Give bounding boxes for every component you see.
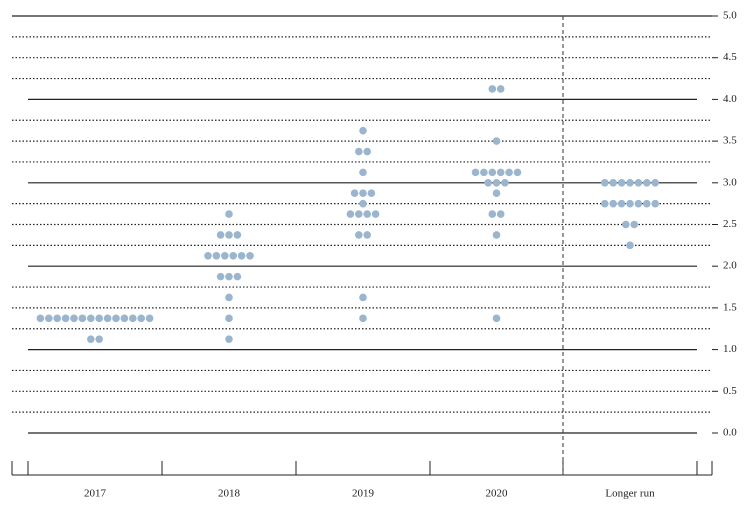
- dot: [492, 189, 501, 198]
- dot: [505, 168, 513, 177]
- dot: [651, 199, 659, 208]
- dot: [120, 314, 129, 323]
- dot: [488, 210, 497, 218]
- dot: [350, 189, 359, 198]
- y-tick-label: 4.5: [723, 51, 737, 63]
- dot: [622, 220, 630, 229]
- dot: [626, 199, 634, 208]
- dot: [233, 272, 242, 281]
- dot: [501, 179, 509, 187]
- dot: [617, 199, 626, 208]
- dot: [488, 168, 497, 177]
- y-tick-label: 0.0: [723, 427, 737, 439]
- x-tick-label: 2020: [486, 488, 509, 500]
- dot: [601, 179, 609, 187]
- dot: [225, 231, 233, 239]
- dot: [359, 293, 367, 302]
- dot: [359, 189, 367, 198]
- x-tick-label: 2019: [352, 488, 375, 500]
- dot: [36, 314, 45, 323]
- dot: [492, 231, 501, 239]
- y-tick-label: 3.0: [723, 176, 737, 188]
- dot: [359, 126, 367, 135]
- dot: [95, 335, 103, 343]
- dot: [634, 199, 643, 208]
- dot: [480, 168, 488, 177]
- dot: [70, 314, 78, 323]
- dot: [355, 147, 363, 156]
- dot: [363, 210, 372, 218]
- dot: [626, 179, 634, 187]
- y-tick-label: 1.0: [723, 343, 737, 355]
- dot: [359, 199, 367, 208]
- dot: [363, 231, 372, 239]
- dot: [492, 314, 501, 323]
- dot: [103, 314, 112, 323]
- dot: [346, 210, 355, 218]
- dot: [204, 251, 212, 260]
- dot: [45, 314, 53, 323]
- x-tick-label: Longer run: [605, 488, 655, 500]
- dot: [492, 179, 501, 187]
- dot: [355, 210, 363, 218]
- dot: [221, 251, 229, 260]
- y-tick-label: 2.0: [723, 260, 737, 272]
- dot: [617, 179, 626, 187]
- dot: [237, 251, 246, 260]
- y-tick-label: 2.5: [723, 218, 737, 230]
- dot: [471, 168, 480, 177]
- dot: [496, 168, 505, 177]
- dot: [609, 179, 617, 187]
- dot: [363, 147, 372, 156]
- dot: [225, 314, 233, 323]
- y-tick-label: 4.0: [723, 93, 737, 105]
- dot: [513, 168, 522, 177]
- dot: [609, 199, 617, 208]
- dot: [626, 241, 634, 250]
- dot: [601, 199, 609, 208]
- dot: [87, 314, 95, 323]
- dot: [53, 314, 61, 323]
- dot: [355, 231, 363, 239]
- dot: [87, 335, 95, 343]
- x-tick-label: 2018: [218, 488, 241, 500]
- y-tick-label: 5.0: [723, 10, 737, 22]
- dot: [61, 314, 70, 323]
- dot: [496, 210, 505, 218]
- dot: [216, 231, 225, 239]
- dot: [137, 314, 145, 323]
- dot: [651, 179, 659, 187]
- dot: [95, 314, 103, 323]
- dot: [359, 314, 367, 323]
- dot: [225, 210, 233, 218]
- dot: [78, 314, 87, 323]
- dot: [233, 231, 242, 239]
- y-tick-label: 0.5: [723, 385, 737, 397]
- dot: [112, 314, 120, 323]
- dot: [145, 314, 154, 323]
- dot: [634, 179, 643, 187]
- dot: [225, 335, 233, 343]
- dot: [367, 189, 376, 198]
- dot: [229, 251, 237, 260]
- dot: [492, 137, 501, 145]
- dot: [496, 85, 505, 93]
- y-tick-label: 1.5: [723, 301, 737, 313]
- x-tick-label: 2017: [84, 488, 107, 500]
- dot: [359, 168, 367, 177]
- dot: [488, 85, 497, 93]
- dot: [643, 199, 651, 208]
- dot: [630, 220, 638, 229]
- dot: [212, 251, 221, 260]
- dot: [484, 179, 492, 187]
- dot: [216, 272, 225, 281]
- y-tick-label: 3.5: [723, 135, 737, 147]
- dot: [129, 314, 137, 323]
- dot: [371, 210, 380, 218]
- dot: [246, 251, 254, 260]
- dot: [225, 272, 233, 281]
- dot: [643, 179, 651, 187]
- dot: [225, 293, 233, 302]
